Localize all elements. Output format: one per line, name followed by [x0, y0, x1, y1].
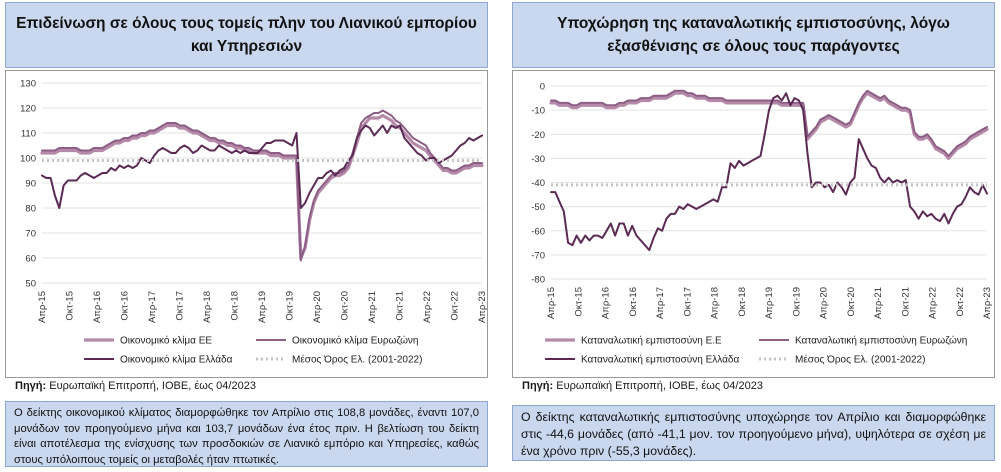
- left-x-tick-label: Απρ-18: [202, 291, 213, 323]
- right-x-tick-label: Απρ-22: [928, 287, 939, 319]
- right-series-ez: [550, 89, 988, 157]
- right-y-tick-label: -60: [531, 226, 545, 237]
- left-y-tick-label: 100: [20, 154, 36, 165]
- right-x-tick-label: Οκτ-22: [955, 287, 966, 317]
- right-legend-label: Καταναλωτική εμπιστοσύνη Ελλάδα: [581, 354, 739, 366]
- right-x-tick-label: Απρ-21: [873, 287, 884, 319]
- left-y-tick-label: 80: [25, 204, 36, 215]
- right-series-gr: [550, 92, 988, 252]
- left-x-tick-label: Απρ-16: [92, 291, 103, 323]
- left-series-gr: [41, 124, 483, 209]
- left-y-tick-label: 110: [21, 129, 36, 140]
- right-y-tick-label: -70: [531, 250, 545, 261]
- right-panel: Υποχώρηση της καταναλωτικής εμπιστοσύνης…: [512, 0, 995, 472]
- left-source-label: Πηγή:: [15, 380, 47, 392]
- left-x-tick-label: Οκτ-21: [395, 291, 406, 321]
- left-x-tick-label: Απρ-22: [422, 291, 433, 323]
- right-x-tick-label: Οκτ-17: [682, 287, 693, 317]
- right-x-tick-label: Απρ-23: [982, 287, 993, 319]
- right-x-tick-label: Οκτ-19: [791, 287, 802, 317]
- right-x-tick-label: Απρ-19: [764, 287, 775, 319]
- right-series-ee: [549, 91, 989, 161]
- right-x-tick-label: Απρ-16: [601, 287, 612, 319]
- left-source: Πηγή: Ευρωπαϊκή Επιτροπή, ΙΟΒΕ, έως 04/2…: [15, 380, 256, 392]
- left-legend-label: Οικονομικό κλίμα ΕΕ: [120, 335, 212, 347]
- right-y-tick-label: -10: [531, 106, 545, 117]
- right-x-tick-label: Οκτ-20: [846, 287, 857, 317]
- right-y-tick-label: -80: [531, 275, 545, 286]
- right-y-tick-label: -50: [531, 202, 545, 213]
- left-legend-label: Οικονομικό κλίμα Ελλάδα: [120, 354, 233, 366]
- left-chart-frame: 50 60 70 80 90 100 110 120 130 Απρ-15 Οκτ-15 Απρ-16…: [5, 70, 488, 378]
- economic-climate-chart: 50 60 70 80 90 100 110 120 130 Απρ-15 Οκτ-15 Απρ-16…: [20, 79, 488, 366]
- left-x-tick-label: Απρ-15: [37, 291, 48, 323]
- left-x-tick-label: Οκτ-17: [175, 291, 186, 321]
- left-series-ez: [41, 109, 483, 262]
- right-x-tick-label: Απρ-20: [819, 287, 830, 319]
- left-panel: Επιδείνωση σε όλους τους τομείς πλην του…: [5, 0, 488, 472]
- left-x-tick-label: Οκτ-19: [285, 291, 296, 321]
- left-x-tick-label: Οκτ-18: [230, 291, 241, 321]
- right-chart-frame: 0 -10 -20 -30 -40 -50 -60 -70 -80 Απρ-15 Οκτ-15 Απρ…: [512, 70, 995, 378]
- left-y-tick-label: 130: [20, 79, 36, 90]
- left-chart-title: Επιδείνωση σε όλους τους τομείς πλην του…: [5, 2, 488, 68]
- left-y-tick-label: 90: [25, 179, 36, 190]
- left-x-tick-label: Απρ-21: [367, 291, 378, 323]
- right-chart-title: Υποχώρηση της καταναλωτικής εμπιστοσύνης…: [512, 2, 995, 68]
- left-y-tick-label: 60: [25, 254, 36, 265]
- left-x-tick-label: Οκτ-16: [120, 291, 131, 321]
- right-y-tick-label: -20: [531, 130, 545, 141]
- right-x-tick-label: Απρ-17: [655, 287, 666, 319]
- left-y-tick-label: 70: [25, 229, 36, 240]
- left-series-ee: [40, 113, 484, 260]
- left-y-tick-label: 120: [20, 104, 36, 115]
- left-x-tick-label: Οκτ-20: [340, 291, 351, 321]
- right-y-tick-label: -40: [531, 178, 545, 189]
- left-x-tick-label: Οκτ-22: [450, 291, 461, 321]
- left-legend-label: Οικονομικό κλίμα Ευρωζώνη: [292, 335, 419, 347]
- right-legend-label: Καταναλωτική εμπιστοσύνη Ευρωζώνη: [795, 335, 967, 347]
- left-x-tick-label: Οκτ-15: [65, 291, 76, 321]
- left-description: Ο δείκτης οικονομικού κλίματος διαμορφώθ…: [5, 401, 488, 467]
- right-x-tick-label: Απρ-18: [710, 287, 721, 319]
- right-legend-label: Μέσος Όρος Ελ. (2001-2022): [795, 354, 925, 366]
- left-x-tick-label: Απρ-17: [147, 291, 158, 323]
- left-x-tick-label: Απρ-19: [257, 291, 268, 323]
- right-source: Πηγή: Ευρωπαϊκή Επιτροπή, ΙΟΒΕ, έως 04/2…: [522, 380, 763, 392]
- right-x-tick-label: Απρ-15: [546, 287, 557, 319]
- right-source-label: Πηγή:: [522, 380, 554, 392]
- right-description: Ο δείκτης καταναλωτικής εμπιστοσύνης υπο…: [512, 405, 995, 461]
- right-x-tick-label: Οκτ-18: [737, 287, 748, 317]
- left-x-tick-label: Απρ-23: [477, 291, 488, 323]
- left-source-text: Ευρωπαϊκή Επιτροπή, ΙΟΒΕ, έως 04/2023: [46, 380, 256, 392]
- right-y-tick-label: 0: [540, 82, 545, 93]
- right-x-tick-label: Οκτ-15: [573, 287, 584, 317]
- right-source-text: Ευρωπαϊκή Επιτροπή, ΙΟΒΕ, έως 04/2023: [553, 380, 763, 392]
- right-legend-label: Καταναλωτική εμπιστοσύνη Ε.Ε: [581, 335, 722, 347]
- right-x-tick-label: Οκτ-16: [628, 287, 639, 317]
- right-y-tick-label: -30: [531, 154, 545, 165]
- left-y-tick-label: 50: [25, 279, 36, 290]
- right-x-tick-label: Οκτ-21: [900, 287, 911, 317]
- left-x-tick-label: Απρ-20: [312, 291, 323, 323]
- left-legend-label: Μέσος Όρος Ελ. (2001-2022): [292, 354, 422, 366]
